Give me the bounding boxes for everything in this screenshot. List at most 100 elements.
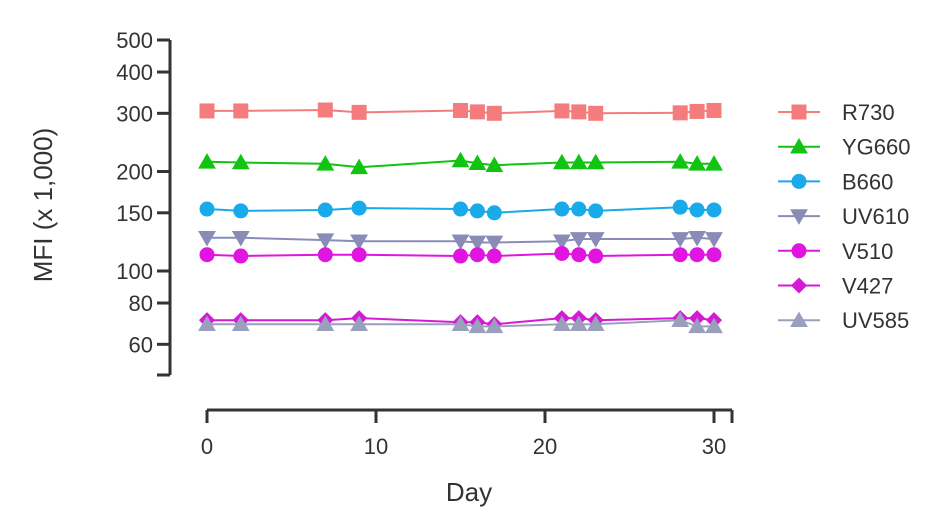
series-v510 (199, 245, 722, 264)
data-point (350, 315, 369, 332)
data-point (350, 158, 369, 175)
plot-area (198, 102, 723, 334)
legend-marker (790, 311, 808, 327)
legend-label: B660 (842, 169, 893, 194)
data-point (552, 315, 571, 332)
series-b660 (199, 199, 722, 221)
data-point (198, 231, 216, 247)
data-point (705, 232, 723, 248)
series-uv610 (198, 231, 723, 252)
x-tick-label: 30 (702, 434, 726, 459)
x-tick-label: 10 (364, 434, 388, 459)
legend-item: V427 (778, 274, 893, 299)
series-yg660 (198, 151, 723, 175)
data-point (671, 311, 690, 327)
legend-marker (791, 243, 807, 259)
data-point (485, 235, 504, 252)
legend-label: UV585 (842, 308, 909, 333)
data-point (199, 247, 215, 263)
data-point (671, 232, 690, 248)
data-point (689, 103, 705, 119)
y-tick-label: 80 (129, 291, 153, 316)
data-point (451, 151, 470, 168)
x-axis: 0 10 20 30 (201, 408, 734, 459)
x-axis-title: Day (446, 477, 492, 507)
data-point (468, 235, 487, 252)
data-point (554, 245, 570, 261)
data-point (451, 234, 470, 250)
data-point (469, 203, 485, 219)
data-point (569, 232, 588, 248)
data-point (316, 315, 335, 332)
data-point (316, 155, 335, 171)
data-point (231, 231, 250, 247)
legend: R730 YG660 B660 UV610 V510 V427 UV585 (778, 100, 911, 333)
data-point (453, 201, 468, 217)
data-point (231, 153, 250, 170)
data-point (554, 201, 570, 217)
x-tick-label: 20 (533, 434, 557, 459)
data-point (571, 201, 587, 217)
legend-marker (790, 209, 808, 225)
data-point (233, 248, 249, 264)
legend-item: R730 (778, 100, 895, 125)
data-point (552, 234, 571, 250)
y-tick-label: 400 (116, 60, 153, 85)
x-tick-label: 0 (201, 434, 213, 459)
data-point (706, 202, 722, 218)
y-tick-label: 500 (116, 28, 153, 53)
data-point (571, 247, 587, 263)
data-point (705, 155, 723, 171)
data-point (569, 153, 588, 170)
data-point (588, 248, 604, 264)
data-point (485, 156, 504, 172)
data-point (689, 247, 705, 263)
legend-label: R730 (842, 100, 895, 125)
data-point (706, 102, 722, 118)
data-point (198, 315, 216, 332)
data-point (198, 153, 216, 169)
legend-label: UV610 (842, 204, 909, 229)
legend-marker (790, 137, 808, 154)
data-point (689, 202, 705, 218)
data-point (672, 247, 688, 263)
legend-marker (791, 173, 807, 189)
legend-marker (791, 104, 807, 120)
data-point (453, 102, 468, 118)
y-tick-label: 150 (116, 201, 153, 226)
series-r730 (199, 102, 722, 121)
data-point (199, 103, 215, 119)
data-point (586, 153, 605, 170)
data-point (552, 153, 571, 170)
data-point (469, 104, 485, 120)
data-point (317, 202, 333, 218)
data-point (468, 317, 487, 334)
data-point (586, 315, 605, 332)
data-point (672, 105, 688, 121)
data-point (468, 154, 487, 170)
data-point (233, 203, 249, 219)
data-point (672, 199, 688, 215)
data-point (316, 233, 335, 249)
legend-label: V510 (842, 239, 893, 264)
data-point (469, 247, 485, 263)
data-point (486, 248, 502, 264)
series-uv585 (198, 311, 723, 334)
legend-marker (790, 277, 808, 294)
legend-item: UV610 (778, 204, 909, 229)
data-point (705, 317, 723, 334)
data-point (688, 155, 707, 171)
legend-item: UV585 (778, 308, 909, 333)
data-point (486, 105, 502, 121)
data-point (317, 102, 333, 118)
data-point (233, 103, 249, 119)
data-point (351, 247, 367, 263)
data-point (351, 104, 367, 120)
data-point (571, 104, 587, 120)
data-point (350, 234, 369, 250)
y-tick-label: 60 (129, 332, 153, 357)
data-point (588, 105, 604, 121)
legend-item: YG660 (778, 135, 911, 160)
data-point (451, 315, 470, 332)
